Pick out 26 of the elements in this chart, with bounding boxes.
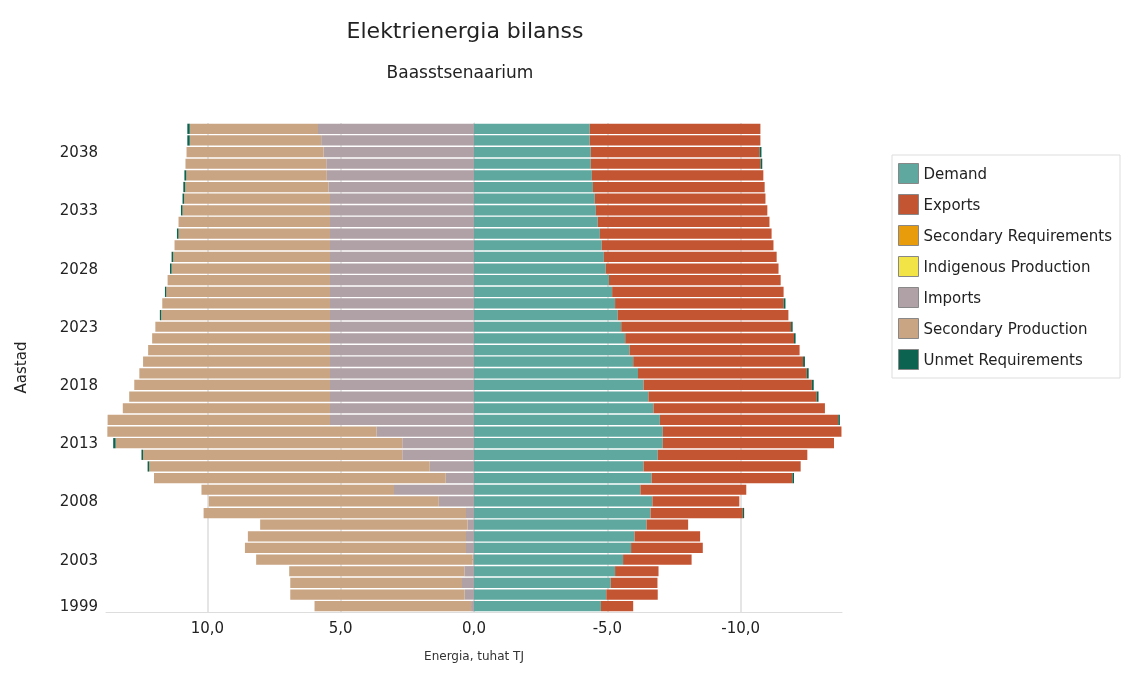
- y-tick-label: 2028: [59, 259, 98, 278]
- x-tick-label: -5,0: [592, 618, 622, 637]
- x-tick-label: 0,0: [462, 618, 486, 637]
- legend-label: Exports: [923, 195, 981, 214]
- y-tick-label: 2033: [59, 201, 98, 220]
- y-tick-label: 2003: [59, 550, 98, 569]
- legend-label: Imports: [923, 288, 982, 307]
- y-axis-title: Aastad: [11, 341, 30, 394]
- y-tick-label: 2013: [59, 434, 98, 453]
- chart-title: Elektrienergia bilanss: [346, 17, 584, 43]
- x-tick-label: 10,0: [190, 618, 225, 637]
- legend-label: Secondary Requirements: [923, 226, 1113, 245]
- legend-label: Demand: [923, 164, 988, 183]
- bar: [113, 438, 116, 449]
- legend-label: Indigenous Production: [923, 257, 1091, 276]
- x-tick-label: 5,0: [328, 618, 353, 637]
- x-axis-title: Energia, tuhat TJ: [424, 649, 524, 663]
- chart-subtitle: Baasstsenaarium: [386, 61, 534, 82]
- y-tick-label: 2018: [59, 375, 98, 394]
- y-tick-label: 2038: [59, 143, 98, 162]
- legend-label: Unmet Requirements: [923, 350, 1083, 369]
- legend-label: Secondary Production: [923, 319, 1088, 338]
- y-tick-label: 2008: [59, 492, 98, 511]
- y-tick-label: 2023: [59, 317, 98, 336]
- y-tick-label: 1999: [59, 597, 98, 616]
- x-tick-label: -10,0: [721, 618, 761, 637]
